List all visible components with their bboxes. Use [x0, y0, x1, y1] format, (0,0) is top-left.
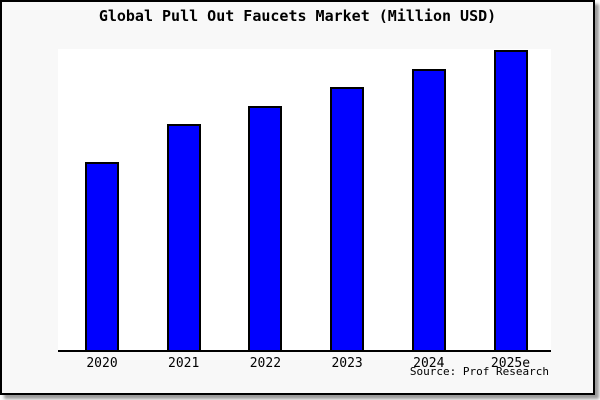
x-tick-label-2025e: 2025e	[490, 356, 531, 371]
x-tick-label-2023: 2023	[331, 356, 363, 371]
source-annotation: Source: Prof Research	[409, 365, 549, 378]
bar-2022	[248, 106, 283, 350]
x-tick-label-2022: 2022	[249, 356, 282, 371]
plot-area	[58, 49, 551, 352]
x-tick-label-2021: 2021	[168, 356, 200, 371]
bar-2021	[166, 124, 201, 350]
bar-2023	[330, 87, 365, 350]
chart-frame: Global Pull Out Faucets Market (Million …	[0, 0, 595, 395]
chart-canvas: Global Pull Out Faucets Market (Million …	[2, 2, 593, 393]
chart-title: Global Pull Out Faucets Market (Million …	[98, 7, 497, 25]
bar-2024	[411, 69, 446, 350]
x-tick-label-2024: 2024	[413, 356, 445, 371]
bar-2025e	[493, 50, 528, 350]
bar-2020	[85, 162, 119, 350]
x-tick-label-2020: 2020	[86, 356, 118, 371]
